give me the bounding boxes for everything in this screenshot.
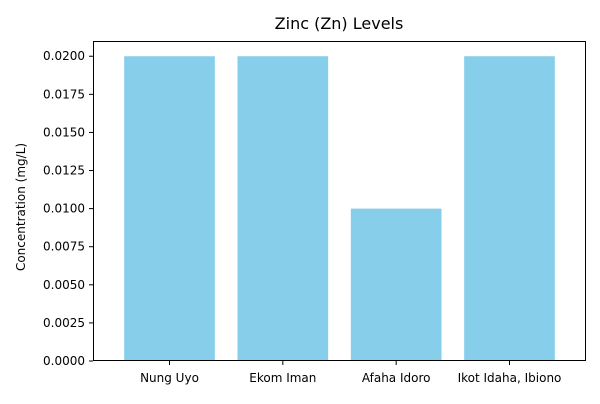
bar-afaha-idoro bbox=[350, 208, 442, 361]
bar-ikot-idaha-ibiono bbox=[464, 56, 555, 361]
y-tick-label: 0.0150 bbox=[43, 125, 85, 139]
y-ticks-group: 0.0000 0.0025 0.0050 0.0075 0.0100 0.0125 0.01… bbox=[43, 49, 93, 368]
y-axis-label: Concentration (mg/L) bbox=[14, 143, 28, 271]
x-tick-label: Ekom Iman bbox=[249, 371, 316, 385]
x-tick-label: Ikot Idaha, Ibiono bbox=[458, 371, 562, 385]
y-tick-label: 0.0125 bbox=[43, 164, 85, 178]
x-tick-label: Afaha Idoro bbox=[362, 371, 431, 385]
y-tick-label: 0.0050 bbox=[43, 278, 85, 292]
plot-frame bbox=[93, 41, 586, 361]
chart-title: Zinc (Zn) Levels bbox=[275, 14, 404, 33]
y-tick-label: 0.0200 bbox=[43, 49, 85, 63]
y-tick-label: 0.0175 bbox=[43, 87, 85, 101]
bar-ekom-iman bbox=[237, 56, 329, 361]
y-tick-label: 0.0000 bbox=[43, 354, 85, 368]
y-tick-label: 0.0100 bbox=[43, 202, 85, 216]
y-tick-label: 0.0025 bbox=[43, 316, 85, 330]
y-tick-label: 0.0075 bbox=[43, 240, 85, 254]
bars-group bbox=[124, 56, 555, 361]
x-tick-label: Nung Uyo bbox=[140, 371, 199, 385]
x-ticks-group: Nung Uyo Ekom Iman Afaha Idoro Ikot Idaha, … bbox=[140, 361, 561, 385]
bar-nung-uyo bbox=[124, 56, 215, 361]
